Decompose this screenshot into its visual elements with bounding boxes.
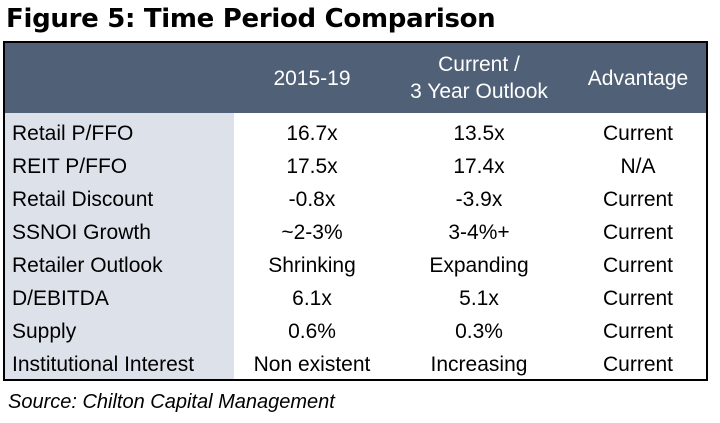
label-column-shading xyxy=(5,113,234,379)
cell-current: 17.4x xyxy=(453,155,505,178)
cell-2015-19: 6.1x xyxy=(292,287,332,310)
header-current-outlook: Current / 3 Year Outlook xyxy=(390,51,568,105)
header-current-line2: 3 Year Outlook xyxy=(410,80,548,103)
cell-current: Increasing xyxy=(430,353,528,376)
cell-current: 3-4%+ xyxy=(448,221,510,244)
table-row: SSNOI Growth ~2-3% 3-4%+ Current xyxy=(5,216,706,249)
row-label: Institutional Interest xyxy=(12,353,195,376)
cell-advantage: Current xyxy=(602,320,674,343)
table-row: Institutional Interest Non existent Incr… xyxy=(5,348,706,379)
cell-advantage: N/A xyxy=(620,155,656,178)
header-current-line1: Current / xyxy=(438,53,520,76)
table-body: Retail P/FFO 16.7x 13.5x Current REIT P/… xyxy=(5,117,706,379)
row-label: Retail P/FFO xyxy=(12,122,134,145)
table-row: REIT P/FFO 17.5x 17.4x N/A xyxy=(5,150,706,183)
table-row: Retailer Outlook Shrinking Expanding Cur… xyxy=(5,249,706,282)
cell-2015-19: -0.8x xyxy=(288,188,336,211)
header-advantage: Advantage xyxy=(587,67,689,90)
cell-2015-19: 0.6% xyxy=(288,320,336,343)
cell-advantage: Current xyxy=(602,122,674,145)
cell-current: 5.1x xyxy=(459,287,499,310)
table-row: Retail P/FFO 16.7x 13.5x Current xyxy=(5,117,706,150)
cell-advantage: Current xyxy=(602,221,674,244)
comparison-table: 2015-19 Current / 3 Year Outlook Advanta… xyxy=(3,41,708,381)
row-label: Supply xyxy=(12,320,77,343)
cell-2015-19: Shrinking xyxy=(268,254,356,277)
cell-2015-19: 17.5x xyxy=(286,155,338,178)
row-label: D/EBITDA xyxy=(12,287,109,310)
cell-2015-19: Non existent xyxy=(253,353,371,376)
cell-current: Expanding xyxy=(429,254,529,277)
table-row: Retail Discount -0.8x -3.9x Current xyxy=(5,183,706,216)
table-header: 2015-19 Current / 3 Year Outlook Advanta… xyxy=(5,43,706,113)
cell-2015-19: 16.7x xyxy=(286,122,338,145)
header-2015-19: 2015-19 xyxy=(273,67,351,90)
table-row: D/EBITDA 6.1x 5.1x Current xyxy=(5,282,706,315)
cell-advantage: Current xyxy=(602,287,674,310)
cell-2015-19: ~2-3% xyxy=(281,221,343,244)
figure-title: Figure 5: Time Period Comparison xyxy=(6,4,496,34)
cell-current: 0.3% xyxy=(455,320,503,343)
table-row: Supply 0.6% 0.3% Current xyxy=(5,315,706,348)
row-label: Retail Discount xyxy=(12,188,154,211)
row-label: SSNOI Growth xyxy=(12,221,151,244)
cell-current: -3.9x xyxy=(455,188,503,211)
source-note: Source: Chilton Capital Management xyxy=(8,391,335,413)
cell-current: 13.5x xyxy=(453,122,505,145)
cell-advantage: Current xyxy=(602,188,674,211)
cell-advantage: Current xyxy=(602,254,674,277)
row-label: Retailer Outlook xyxy=(12,254,163,277)
cell-advantage: Current xyxy=(602,353,674,376)
row-label: REIT P/FFO xyxy=(12,155,128,178)
